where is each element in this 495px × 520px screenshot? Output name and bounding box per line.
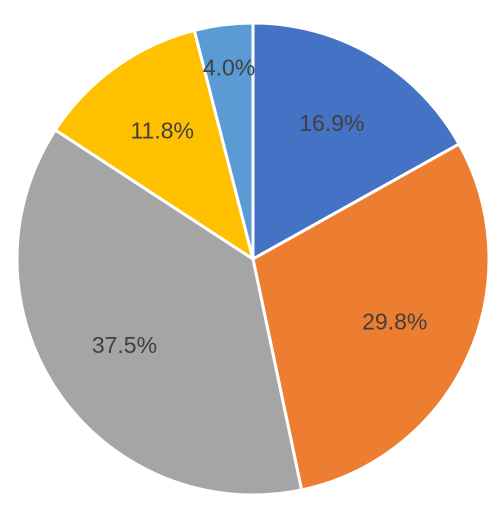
pie-slice	[53, 28, 255, 261]
data-label: 37.5%	[92, 332, 157, 358]
data-label: 11.8%	[130, 117, 194, 143]
pie-slice	[251, 142, 491, 492]
pie-slice	[192, 21, 255, 261]
pie-slice	[251, 21, 461, 261]
pie-slice	[15, 128, 304, 497]
data-label: 29.8%	[362, 309, 427, 335]
data-label: 4.0%	[203, 54, 255, 80]
data-label: 16.9%	[299, 110, 364, 136]
